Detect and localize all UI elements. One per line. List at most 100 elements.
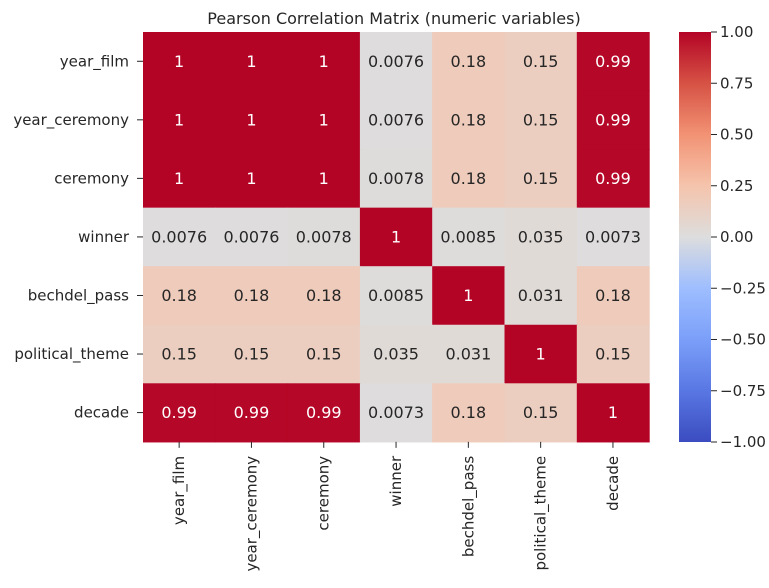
cell-value-label: 0.0078 bbox=[368, 169, 424, 188]
cell-value-label: 1 bbox=[174, 110, 184, 129]
row-tick-label: political_theme bbox=[14, 345, 129, 364]
heatmap-cell bbox=[432, 149, 506, 209]
colorbar-tick-label: −0.75 bbox=[720, 382, 766, 400]
cell-value-label: 0.15 bbox=[523, 169, 559, 188]
heatmap-cell bbox=[215, 149, 289, 209]
cell-value-label: 0.99 bbox=[306, 403, 342, 422]
cell-value-label: 0.99 bbox=[595, 169, 631, 188]
cell-value-label: 0.0076 bbox=[368, 52, 424, 71]
heatmap-cell bbox=[143, 90, 216, 150]
cell-value-label: 1 bbox=[174, 169, 184, 188]
heatmap-cell bbox=[432, 90, 506, 150]
heatmap-cell bbox=[287, 207, 361, 267]
heatmap-cell bbox=[359, 324, 433, 384]
heatmap-cell bbox=[504, 207, 578, 267]
row-tick-label: winner bbox=[78, 228, 130, 246]
cell-value-label: 0.99 bbox=[234, 403, 270, 422]
column-tick-labels: year_film year_ceremony ceremony winner bech… bbox=[170, 441, 622, 572]
heatmap-cell bbox=[359, 32, 433, 92]
row-tick-label: decade bbox=[74, 404, 129, 422]
cell-value-label: 0.035 bbox=[518, 227, 564, 246]
heatmap-cell bbox=[215, 383, 289, 443]
cell-value-label: 1 bbox=[319, 110, 329, 129]
heatmap-cell bbox=[143, 149, 216, 209]
column-tick-label: year_film bbox=[170, 456, 189, 525]
heatmap-cell bbox=[576, 266, 650, 326]
cell-value-label: 0.15 bbox=[306, 345, 342, 364]
heatmap-cell bbox=[143, 324, 216, 384]
heatmap-cell bbox=[143, 266, 216, 326]
colorbar-tick-label: 0.75 bbox=[720, 74, 753, 92]
heatmap-cell bbox=[359, 149, 433, 209]
row-tick-label: bechdel_pass bbox=[28, 286, 129, 305]
heatmap-cell bbox=[287, 324, 361, 384]
heatmap-cell bbox=[432, 383, 506, 443]
cell-value-label: 0.18 bbox=[451, 403, 487, 422]
heatmap-cells bbox=[143, 32, 650, 443]
heatmap-cell bbox=[576, 383, 650, 443]
cell-value-label: 0.0076 bbox=[223, 227, 279, 246]
cell-value-label: 1 bbox=[246, 110, 256, 129]
row-tick-label: year_film bbox=[60, 52, 129, 71]
colorbar-tick-label: 0.50 bbox=[720, 126, 753, 144]
column-tick-label: decade bbox=[604, 456, 622, 511]
column-tick-label: political_theme bbox=[532, 456, 551, 571]
heatmap-cell bbox=[143, 383, 216, 443]
heatmap-cell bbox=[504, 324, 578, 384]
heatmap-cell bbox=[432, 32, 506, 92]
heatmap-cell bbox=[287, 32, 361, 92]
heatmap-cell bbox=[504, 90, 578, 150]
heatmap-cell bbox=[576, 207, 650, 267]
column-tick-label: bechdel_pass bbox=[459, 456, 478, 557]
column-tick-label: ceremony bbox=[315, 456, 333, 531]
cell-value-label: 0.99 bbox=[161, 403, 197, 422]
cell-value-label: 0.0073 bbox=[585, 227, 641, 246]
cell-value-label: 0.031 bbox=[518, 286, 564, 305]
heatmap-cell bbox=[359, 383, 433, 443]
heatmap-cell bbox=[576, 149, 650, 209]
heatmap-cell bbox=[576, 324, 650, 384]
colorbar-tick-label: −0.50 bbox=[720, 331, 766, 349]
row-tick-labels: year_film year_ceremony ceremony winner bech… bbox=[13, 52, 143, 422]
chart-title: Pearson Correlation Matrix (numeric vari… bbox=[207, 9, 580, 28]
heatmap-cell bbox=[432, 207, 506, 267]
cell-value-label: 1 bbox=[319, 169, 329, 188]
cell-value-label: 0.15 bbox=[595, 345, 631, 364]
cell-value-label: 0.0085 bbox=[368, 286, 424, 305]
cell-value-label: 0.15 bbox=[234, 345, 270, 364]
cell-value-label: 0.0078 bbox=[296, 227, 352, 246]
heatmap-cell bbox=[287, 90, 361, 150]
cell-value-label: 0.031 bbox=[445, 345, 491, 364]
cell-value-label: 0.15 bbox=[161, 345, 197, 364]
heatmap-cell bbox=[504, 32, 578, 92]
cell-value-label: 0.0076 bbox=[151, 227, 207, 246]
heatmap-cell bbox=[576, 32, 650, 92]
heatmap-cell bbox=[215, 266, 289, 326]
heatmap-cell-labels: 1 1 1 0.0076 0.18 0.15 0.99 1 1 1 0.0076 0.18 0.15 0.… bbox=[151, 52, 641, 422]
cell-value-label: 0.0073 bbox=[368, 403, 424, 422]
heatmap-cell bbox=[143, 32, 216, 92]
heatmap-cell bbox=[504, 266, 578, 326]
colorbar-tick-label: −1.00 bbox=[720, 433, 766, 451]
heatmap-cell bbox=[576, 90, 650, 150]
cell-value-label: 1 bbox=[391, 227, 401, 246]
heatmap-cell bbox=[287, 383, 361, 443]
cell-value-label: 1 bbox=[246, 52, 256, 71]
heatmap-cell bbox=[359, 207, 433, 267]
cell-value-label: 0.18 bbox=[451, 110, 487, 129]
cell-value-label: 0.18 bbox=[161, 286, 197, 305]
cell-value-label: 0.0085 bbox=[440, 227, 496, 246]
cell-value-label: 0.18 bbox=[306, 286, 342, 305]
heatmap-cell bbox=[359, 266, 433, 326]
heatmap-cell bbox=[432, 266, 506, 326]
cell-value-label: 1 bbox=[536, 345, 546, 364]
cell-value-label: 0.18 bbox=[595, 286, 631, 305]
cell-value-label: 0.035 bbox=[373, 345, 419, 364]
heatmap-cell bbox=[215, 207, 289, 267]
cell-value-label: 0.99 bbox=[595, 110, 631, 129]
cell-value-label: 0.0076 bbox=[368, 110, 424, 129]
cell-value-label: 1 bbox=[463, 286, 473, 305]
heatmap-cell bbox=[287, 149, 361, 209]
